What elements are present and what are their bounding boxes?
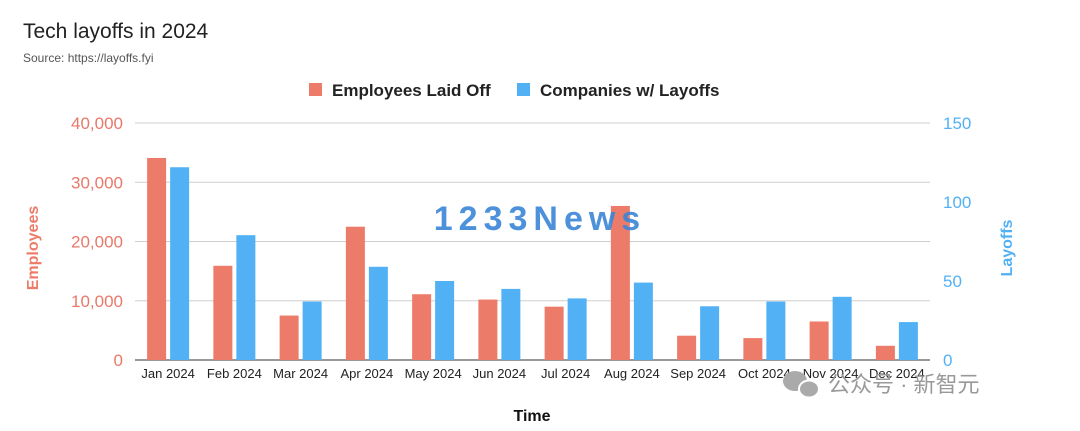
bar-companies-10 — [766, 301, 786, 360]
wechat-badge: 公众号 · 新智元 — [783, 371, 980, 399]
x-tick-label: Aug 2024 — [604, 366, 660, 381]
y-left-tick-label: 20,000 — [71, 233, 123, 252]
x-tick-label: Mar 2024 — [273, 366, 328, 381]
bar-companies-6 — [501, 288, 521, 360]
bar-employees-10 — [743, 338, 763, 360]
bar-companies-5 — [435, 281, 455, 360]
bar-companies-7 — [567, 298, 587, 360]
bar-employees-4 — [345, 226, 365, 360]
x-axis-ticks: Jan 2024 Feb 2024 Mar 2024 Apr 2024 May 2024… — [141, 366, 924, 381]
y-axis-left-title: Employees — [25, 206, 42, 291]
bar-employees-12 — [875, 345, 895, 360]
x-tick-label: Sep 2024 — [670, 366, 726, 381]
x-tick-label: Jul 2024 — [541, 366, 590, 381]
x-tick-label: Oct 2024 — [738, 366, 791, 381]
y-axis-left-ticks: 0 10,000 20,000 30,000 40,000 — [71, 114, 123, 370]
y-left-tick-label: 10,000 — [71, 292, 123, 311]
bar-employees-8 — [610, 205, 630, 360]
bar-companies-9 — [700, 306, 720, 360]
x-tick-label: Feb 2024 — [207, 366, 262, 381]
bar-companies-4 — [368, 266, 388, 360]
legend-swatch-companies — [517, 83, 530, 96]
bar-employees-6 — [478, 299, 498, 360]
bar-companies-2 — [236, 235, 256, 360]
bar-companies-12 — [898, 322, 918, 360]
y-right-tick-label: 100 — [943, 193, 971, 212]
x-tick-label: Nov 2024 — [803, 366, 859, 381]
y-right-tick-label: 0 — [943, 351, 952, 370]
x-tick-label: Jan 2024 — [141, 366, 195, 381]
bar-employees-5 — [412, 294, 432, 360]
x-tick-label: May 2024 — [405, 366, 462, 381]
bar-employees-7 — [544, 306, 564, 360]
x-axis-title: Time — [513, 408, 550, 425]
bar-companies-11 — [832, 296, 852, 360]
y-right-tick-label: 150 — [943, 114, 971, 133]
gridlines — [135, 122, 930, 361]
bar-companies-1 — [170, 167, 190, 360]
wechat-account-label: 公众号 · 新智元 — [828, 372, 980, 397]
legend-label-employees: Employees Laid Off — [332, 81, 491, 100]
y-axis-right-title: Layoffs — [999, 219, 1016, 276]
bar-employees-1 — [147, 157, 167, 360]
bar-companies-8 — [633, 282, 653, 360]
bar-employees-2 — [213, 265, 233, 360]
x-tick-label: Dec 2024 — [869, 366, 925, 381]
wechat-icon — [783, 371, 820, 399]
legend-label-companies: Companies w/ Layoffs — [540, 81, 719, 100]
legend: Employees Laid Off Companies w/ Layoffs — [309, 81, 719, 100]
bar-employees-3 — [279, 315, 299, 360]
y-axis-right-ticks: 0 50 100 150 — [943, 114, 971, 370]
bar-companies-3 — [302, 301, 322, 360]
bar-employees-11 — [809, 321, 829, 360]
y-left-tick-label: 0 — [114, 351, 123, 370]
y-left-tick-label: 40,000 — [71, 114, 123, 133]
legend-swatch-employees — [309, 83, 322, 96]
x-tick-label: Apr 2024 — [340, 366, 393, 381]
watermark-text: 1233News — [434, 200, 646, 238]
bar-employees-9 — [677, 335, 697, 360]
chart-subtitle: Source: https://layoffs.fyi — [23, 51, 154, 65]
x-tick-label: Jun 2024 — [473, 366, 527, 381]
chart-title: Tech layoffs in 2024 — [23, 20, 209, 43]
y-left-tick-label: 30,000 — [71, 173, 123, 192]
y-right-tick-label: 50 — [943, 272, 962, 291]
bars — [147, 157, 918, 360]
